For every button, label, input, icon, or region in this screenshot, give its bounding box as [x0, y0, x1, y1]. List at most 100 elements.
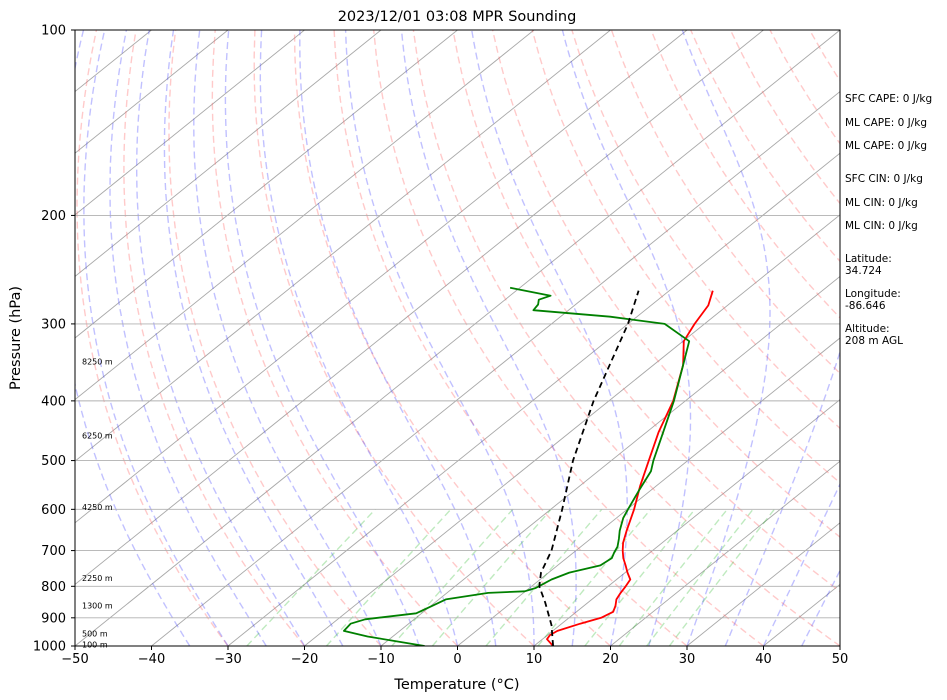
isotherm-line	[75, 30, 688, 524]
x-tick-label: −50	[61, 652, 88, 667]
longitude-label: Longitude:	[845, 288, 901, 300]
isotherm-line	[533, 399, 840, 646]
sfc-cape-text: SFC CAPE: 0 J/kg	[845, 93, 932, 105]
moist-adiabat-line	[259, 30, 459, 646]
latitude-value: 34.724	[845, 265, 882, 277]
latitude-label: Latitude:	[845, 253, 892, 265]
y-tick-label: 700	[41, 544, 66, 559]
x-tick-label: −30	[214, 652, 241, 667]
dry-adiabat-line	[293, 30, 611, 646]
x-tick-label: −10	[367, 652, 394, 667]
y-tick-label: 200	[41, 209, 66, 224]
moist-adiabat-line	[681, 30, 771, 646]
moist-adiabat-line	[344, 30, 535, 646]
isotherm-line	[75, 30, 229, 154]
dry-adiabat-line	[253, 30, 535, 646]
dry-adiabat-line	[211, 30, 458, 646]
y-tick-label: 500	[41, 454, 66, 469]
height-label: 2250 m	[82, 574, 113, 583]
isotherm-line	[75, 30, 611, 462]
y-axis-label: Pressure (hPa)	[8, 286, 24, 390]
isotherm-line	[75, 30, 764, 585]
dry-adiabat-line	[333, 30, 688, 646]
moist-adiabat-line	[400, 30, 577, 646]
dewpoint-trace	[343, 286, 691, 646]
sfc-cin-text: SFC CIN: 0 J/kg	[845, 173, 923, 185]
moist-adiabat-line	[136, 30, 306, 646]
ml-cin-text: ML CIN: 0 J/kg	[845, 197, 918, 209]
dry-adiabat-line	[491, 30, 840, 539]
height-label: 100 m	[82, 641, 108, 650]
x-tick-label: −20	[291, 652, 318, 667]
isotherm-line	[610, 460, 840, 646]
altitude-value: 208 m AGL	[845, 335, 903, 347]
height-label: 4250 m	[82, 503, 113, 512]
dry-adiabat-line	[373, 30, 764, 646]
x-tick-label: 20	[602, 652, 619, 667]
x-axis-label: Temperature (°C)	[393, 677, 519, 693]
y-tick-label: 1000	[33, 640, 66, 655]
height-label: 6250 m	[82, 431, 113, 440]
height-label: 8250 m	[82, 357, 113, 366]
moist-adiabat-line	[224, 30, 420, 646]
y-tick-label: 900	[41, 611, 66, 626]
parcel-trace	[538, 290, 640, 646]
x-tick-label: −40	[138, 652, 165, 667]
dry-adiabat-line	[571, 30, 840, 430]
moist-adiabat-line	[762, 482, 840, 646]
dry-adiabat-line	[123, 30, 306, 646]
longitude-value: -86.646	[845, 300, 886, 312]
ml-cape-text: ML CAPE: 0 J/kg	[845, 117, 927, 129]
isotherm-line	[686, 522, 840, 646]
moist-adiabat-line	[801, 569, 840, 646]
sounding-traces	[343, 286, 714, 646]
x-tick-label: 30	[679, 652, 696, 667]
mixing-ratio-line	[584, 508, 696, 646]
moist-adiabat-line	[75, 30, 191, 646]
isotherm-line	[380, 275, 840, 646]
height-label: 500 m	[82, 630, 108, 639]
moist-adiabat-line	[299, 30, 497, 646]
isotherm-line	[75, 30, 840, 646]
background-lines	[75, 30, 840, 646]
x-tick-label: 50	[832, 652, 849, 667]
height-label: 1300 m	[82, 602, 113, 611]
moist-adiabat-line	[471, 30, 628, 646]
moist-adiabat-line	[724, 30, 840, 646]
y-tick-label: 400	[41, 394, 66, 409]
isotherm-line	[151, 91, 840, 646]
altitude-label: Altitude:	[845, 323, 890, 335]
x-axis-ticks: −50 −40 −30 −20 −10 0 10 20 30 40 50	[61, 646, 848, 667]
ml-cape-text-2: ML CAPE: 0 J/kg	[845, 140, 927, 152]
side-panel: SFC CAPE: 0 J/kg ML CAPE: 0 J/kg ML CAPE…	[845, 93, 932, 347]
dry-adiabat-line	[452, 30, 840, 593]
y-tick-label: 300	[41, 317, 66, 332]
isotherm-line	[75, 30, 535, 401]
dry-adiabat-line	[531, 30, 840, 484]
mixing-ratio-line	[668, 508, 775, 646]
chart-title: 2023/12/01 03:08 MPR Sounding	[338, 9, 577, 25]
y-tick-label: 600	[41, 503, 66, 518]
isotherm-line	[227, 152, 840, 646]
y-tick-label: 100	[41, 24, 66, 39]
isotherm-line	[75, 30, 382, 277]
dry-adiabat-line	[412, 30, 840, 646]
isotherm-line	[457, 337, 840, 646]
mixing-ratio-line	[618, 508, 728, 646]
x-tick-label: 40	[755, 652, 772, 667]
y-axis-ticks: 100 200 300 400 500 600 700 800 900 1000	[33, 24, 75, 655]
isotherm-line	[304, 214, 840, 646]
dry-adiabat-line	[168, 30, 382, 646]
x-tick-label: 0	[453, 652, 461, 667]
mixing-ratio-line	[646, 508, 754, 646]
isotherm-line	[75, 30, 458, 339]
moist-adiabat-line	[163, 30, 344, 646]
moist-adiabat-line	[193, 30, 382, 646]
ml-cin-text-2: ML CIN: 0 J/kg	[845, 220, 918, 232]
y-tick-label: 800	[41, 580, 66, 595]
isotherm-line	[75, 30, 305, 216]
x-tick-label: 10	[526, 652, 543, 667]
height-labels: 8250 m 6250 m 4250 m 2250 m 1300 m 500 m 100 m	[82, 357, 113, 649]
